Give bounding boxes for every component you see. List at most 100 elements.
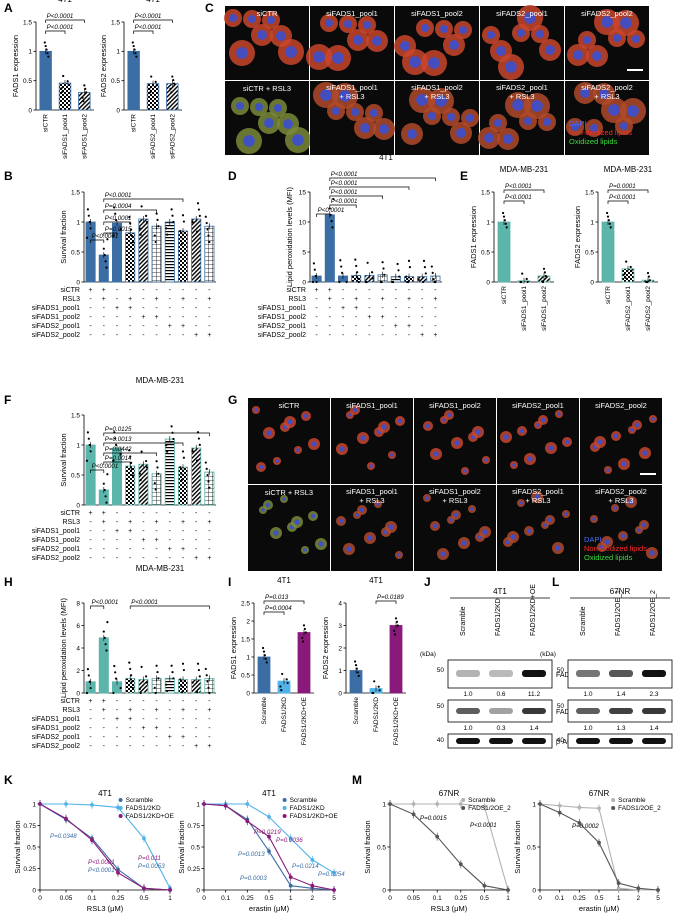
panel-d-lipid-perox-table-sign: - xyxy=(342,332,345,339)
panel-c-micrograph-nucleus xyxy=(505,61,517,73)
panel-m-rsl3-legend-label: Scramble xyxy=(468,797,496,804)
panel-c-micrograph-tile-label: + RSL3 xyxy=(509,92,534,101)
panel-g-micrograph-nucleus xyxy=(258,464,264,470)
panel-d-lipid-perox-bar xyxy=(324,214,335,283)
panel-c-micrograph-nucleus xyxy=(512,99,524,111)
panel-h-lipid-perox-ytick-label: 2 xyxy=(76,668,80,675)
panel-k-erastin-xtick-label: 2 xyxy=(311,895,315,902)
panel-j-blot-fads1-quant: 1.0 xyxy=(463,691,472,698)
panel-i-fads1-bar xyxy=(257,656,271,694)
panel-f-survival-table-sign: - xyxy=(103,555,106,562)
panel-k-erastin-xtick-label: 0.1 xyxy=(221,895,230,902)
panel-h-lipid-perox-table-sign: - xyxy=(208,734,211,741)
panel-k-rsl3-ytick-label: 0 xyxy=(32,887,36,894)
panel-m-erastin-series-line xyxy=(539,803,659,891)
panel-c-micrograph-nucleus xyxy=(531,100,543,112)
panel-d-lipid-perox-table-sign: - xyxy=(342,296,345,303)
panel-f-survival-point xyxy=(154,488,157,491)
panel-c-micrograph-nucleus xyxy=(608,104,620,116)
panel-g-micrograph-tile-label: + RSL3 xyxy=(359,496,384,505)
panel-h-lipid-perox-table-sign: - xyxy=(129,698,132,705)
panel-b-survival-p1-pvalue: P=0.0015 xyxy=(105,226,132,233)
panel-i-fads2-p0-pvalue: P=0.0189 xyxy=(377,594,404,601)
panel-d-lipid-perox-p1-bracket xyxy=(329,204,357,208)
panel-g-micrograph-image-tile xyxy=(331,398,413,484)
panel-h-lipid-perox-table-row-label: RSL3 xyxy=(62,707,80,714)
panel-k-erastin-pvalue: P=0.0003 xyxy=(240,875,267,882)
panel-f-survival-table-sign: - xyxy=(116,510,119,517)
panel-b-survival-point xyxy=(179,229,182,233)
panel-h-lipid-perox-table-sign: - xyxy=(142,698,145,705)
panel-g-micrograph-nucleus xyxy=(433,451,439,457)
panel-d-lipid-perox-p0-pvalue: P<0.0001 xyxy=(318,207,345,214)
panel-letter-G: G xyxy=(228,393,237,407)
panel-f-survival-point xyxy=(128,449,131,452)
panel-f-survival-table-sign: - xyxy=(195,537,198,544)
panel-b-survival-table-sign: - xyxy=(129,287,132,294)
panel-k-erastin-series-point xyxy=(245,819,250,824)
panel-g-micrograph-nucleus xyxy=(547,517,553,523)
panel-b-survival-table-sign: - xyxy=(169,305,172,312)
panel-k-erastin-legend-label: FADS1/2KD xyxy=(290,805,325,812)
panel-d-lipid-perox-table-sign: - xyxy=(315,332,318,339)
panel-m-rsl3-xtick-label: 0.25 xyxy=(454,895,467,902)
panel-d-lipid-perox-table-sign: - xyxy=(315,314,318,321)
panel-c-micrograph-nucleus xyxy=(235,101,245,111)
panel-b-survival-point xyxy=(157,225,160,228)
panel-b-survival-point xyxy=(165,227,168,230)
panel-f-survival-bar xyxy=(85,444,96,506)
panel-b-survival-table-sign: - xyxy=(116,296,119,303)
panel-e-fads1-ytick-label: 0.5 xyxy=(481,249,490,256)
panel-d-lipid-perox-table-sign: - xyxy=(421,314,424,321)
panel-l-blot-actin-band xyxy=(609,738,633,744)
panel-e-fads2-p0-pvalue: P=0.0001 xyxy=(609,183,636,190)
panel-d-lipid-perox-table-sign: - xyxy=(421,287,424,294)
panel-i-fads1-point xyxy=(303,627,306,631)
panel-b-survival-table-sign: - xyxy=(155,305,158,312)
panel-c-micrograph-nucleus xyxy=(254,102,264,112)
panel-i-fads2-point xyxy=(354,664,358,667)
panel-f-survival-point xyxy=(105,501,108,504)
panel-k-rsl3-series-point xyxy=(90,838,94,843)
panel-d-lipid-perox-point xyxy=(423,266,426,269)
panel-k-rsl3-ytick-label: 0.75 xyxy=(23,823,36,830)
panel-c-micrograph-nucleus xyxy=(439,24,449,34)
panel-h-lipid-perox-ytick-label: 4 xyxy=(76,645,80,652)
panel-c-micrograph-nucleus xyxy=(580,88,590,98)
panel-b-survival-table-sign: + xyxy=(102,287,106,294)
panel-i-fads1-point xyxy=(304,631,307,634)
panel-b-survival-table-sign: + xyxy=(181,323,185,330)
panel-b-survival-point xyxy=(181,242,184,245)
panel-d-lipid-perox-table-sign: - xyxy=(381,332,384,339)
panel-f-survival-point xyxy=(207,480,210,483)
panel-k-erastin-ytick-label: 1 xyxy=(196,801,200,808)
panel-k-rsl3-series-point xyxy=(168,888,172,892)
panel-f-survival-point xyxy=(86,431,89,434)
panel-k-erastin-ylabel: Survival fraction xyxy=(177,820,186,873)
panel-e-fads2-point xyxy=(606,215,610,218)
panel-d-lipid-perox-point xyxy=(366,261,369,264)
panel-g-micrograph-nucleus xyxy=(564,439,570,445)
panel-f-survival-table-sign: - xyxy=(195,546,198,553)
panel-f-survival-bar xyxy=(138,463,149,506)
panel-f-survival-point xyxy=(114,437,117,440)
panel-i-fads1-xtick-label: Scramble xyxy=(261,697,268,725)
panel-h-lipid-perox-point xyxy=(119,686,122,690)
panel-k-erastin-ytick-label: 0.25 xyxy=(187,866,200,873)
panel-g-micrograph-legend-item: DAPI xyxy=(584,535,602,544)
panel-f-survival-point xyxy=(112,459,115,462)
panel-d-lipid-perox-table-sign: - xyxy=(395,305,398,312)
panel-k-rsl3-series-point xyxy=(142,836,146,841)
panel-b-survival-table-sign: - xyxy=(129,323,132,330)
panel-b-survival-p0-bracket xyxy=(90,239,105,243)
panel-i-fads2-point xyxy=(356,671,359,674)
panel-c-micrograph-tile-label: siFADS1_pool2 xyxy=(411,9,463,18)
panel-b-survival-table-sign: - xyxy=(169,314,172,321)
panel-m-erastin-pvalue: P=0.0002 xyxy=(572,823,599,830)
panel-g-micrograph-nucleus xyxy=(651,417,655,421)
panel-a-fads2-point xyxy=(171,75,174,78)
panel-j-blot-fads2-band xyxy=(489,708,513,714)
panel-k-rsl3-series-line xyxy=(39,803,171,891)
panel-e-fads2-point xyxy=(629,265,632,269)
panel-g-micrograph-tile-label: siFADS1_pool1 xyxy=(346,487,398,496)
